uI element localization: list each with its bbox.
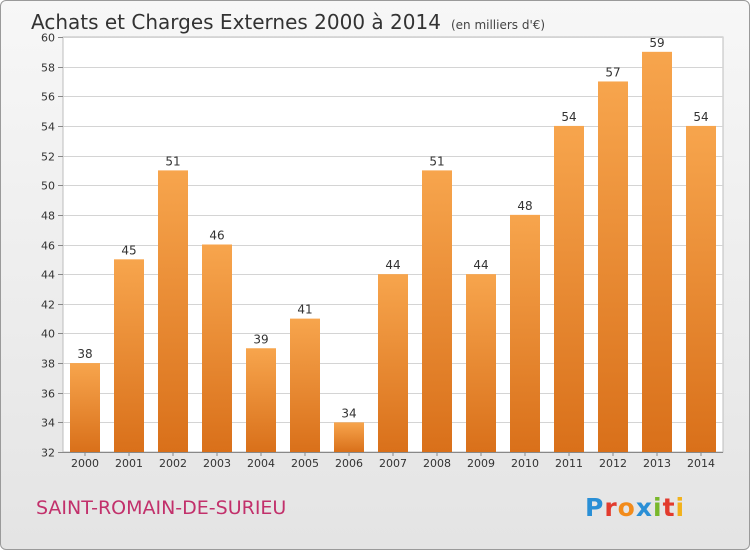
logo-letter: P: [585, 493, 605, 522]
logo-letter: x: [635, 493, 653, 522]
y-tick-label: 32: [41, 447, 55, 460]
bar-value-label: 57: [605, 65, 620, 79]
bar-value-label: 38: [77, 347, 92, 361]
x-tick-label: 2002: [159, 457, 187, 470]
x-tick-label: 2001: [115, 457, 143, 470]
y-tick-label: 52: [41, 151, 55, 164]
bar-value-label: 39: [253, 332, 268, 346]
bar: [70, 363, 100, 452]
bar-value-label: 45: [121, 243, 136, 257]
bar: [510, 214, 540, 452]
city-name: SAINT-ROMAIN-DE-SURIEU: [36, 497, 287, 519]
y-tick-label: 60: [41, 32, 55, 45]
x-tick-label: 2012: [599, 457, 627, 470]
bar: [114, 259, 144, 452]
x-tick-label: 2006: [335, 457, 363, 470]
bar-value-label: 44: [473, 258, 488, 272]
bar: [422, 170, 452, 452]
y-tick-label: 56: [41, 91, 55, 104]
x-tick-label: 2010: [511, 457, 539, 470]
logo-letter: i: [653, 493, 663, 522]
bar: [554, 125, 584, 452]
bar-value-label: 46: [209, 229, 224, 243]
logo-letter: t: [662, 493, 676, 522]
bar: [598, 81, 628, 452]
bar-value-label: 44: [385, 258, 400, 272]
x-tick-label: 2005: [291, 457, 319, 470]
y-tick-label: 48: [41, 210, 55, 223]
bar: [686, 125, 716, 452]
y-tick-label: 42: [41, 299, 55, 312]
y-tick-label: 54: [41, 121, 55, 134]
x-tick-label: 2014: [687, 457, 715, 470]
bar: [466, 274, 496, 452]
x-tick-label: 2000: [71, 457, 99, 470]
proxiti-logo: Proxiti: [585, 488, 685, 528]
x-tick-label: 2011: [555, 457, 583, 470]
bar-value-label: 34: [341, 406, 356, 420]
logo-letter: r: [604, 493, 618, 522]
bar: [158, 170, 188, 452]
bar: [202, 244, 232, 452]
logo-letter: i: [675, 493, 686, 522]
y-tick-label: 34: [41, 417, 55, 430]
y-tick-label: 44: [41, 269, 55, 282]
bar-value-label: 51: [429, 154, 444, 168]
x-tick-label: 2009: [467, 457, 495, 470]
y-tick-label: 58: [41, 62, 55, 75]
x-tick-label: 2008: [423, 457, 451, 470]
bar: [246, 348, 276, 452]
y-tick-label: 36: [41, 388, 55, 401]
x-tick-label: 2007: [379, 457, 407, 470]
chart-title: Achats et Charges Externes 2000 à 2014: [31, 10, 441, 34]
bar: [378, 274, 408, 452]
y-tick-label: 40: [41, 328, 55, 341]
x-tick-label: 2003: [203, 457, 231, 470]
bar-value-label: 51: [165, 154, 180, 168]
chart-subtitle: (en milliers d'€): [450, 18, 546, 32]
chart-title-row: Achats et Charges Externes 2000 à 2014 (e…: [31, 7, 545, 37]
y-tick-label: 46: [41, 240, 55, 253]
bar-value-label: 48: [517, 199, 532, 213]
logo-letter: o: [617, 493, 636, 522]
bar: [334, 422, 364, 452]
bar-value-label: 41: [297, 303, 312, 317]
bar-value-label: 54: [693, 110, 708, 124]
bar-value-label: 54: [561, 110, 576, 124]
x-tick-label: 2004: [247, 457, 275, 470]
y-tick-label: 38: [41, 358, 55, 371]
x-tick-label: 2013: [643, 457, 671, 470]
y-tick-label: 50: [41, 180, 55, 193]
bar-value-label: 59: [649, 36, 664, 50]
bar: [642, 51, 672, 452]
bar: [290, 318, 320, 452]
